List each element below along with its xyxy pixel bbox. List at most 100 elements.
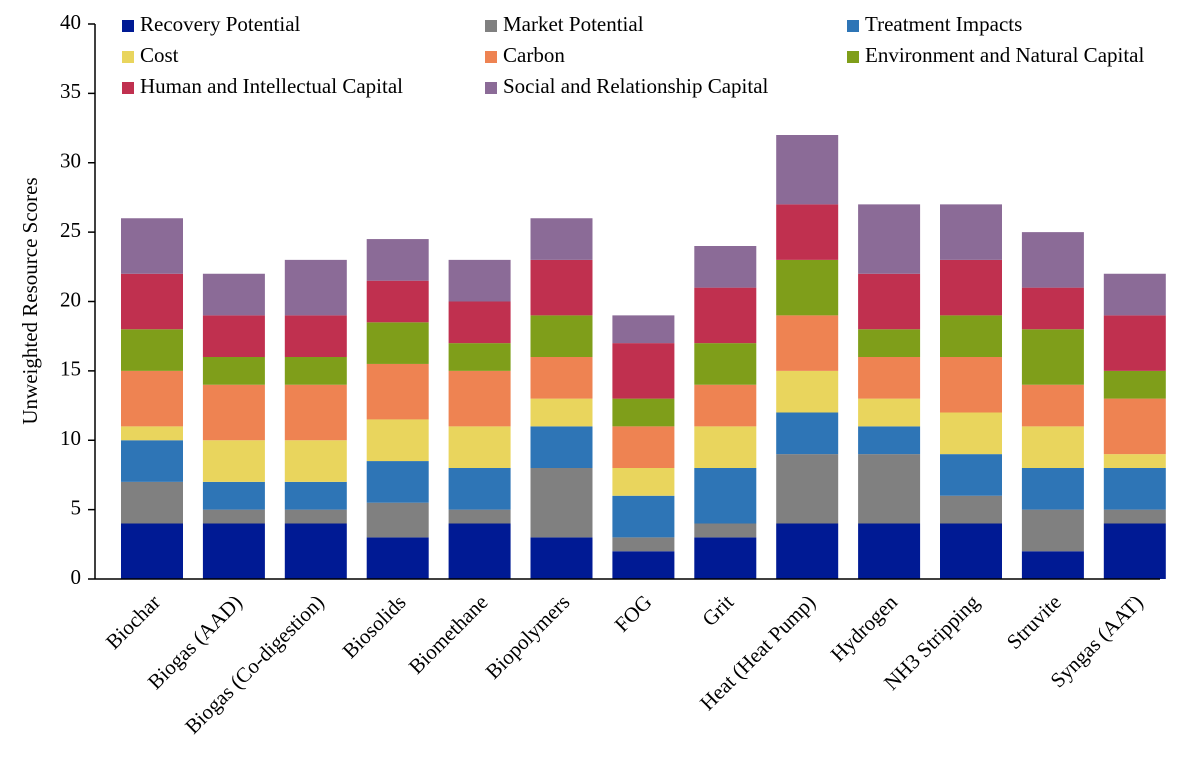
bar-segment — [940, 315, 1002, 357]
bar-segment — [366, 419, 429, 462]
bar-segment — [284, 259, 347, 316]
bar-segment — [1103, 454, 1166, 468]
bar-segment — [121, 370, 183, 427]
bar-segment — [530, 259, 593, 316]
bar-segment — [121, 329, 183, 371]
bar-segment — [1103, 370, 1166, 399]
bar-segment — [776, 523, 839, 579]
bar-segment — [448, 426, 511, 468]
bar-segment — [530, 357, 593, 399]
x-tick-label: Biochar — [101, 590, 165, 654]
bar-segment — [121, 481, 183, 524]
y-tick-label: 10 — [60, 426, 81, 450]
bar-segment — [1103, 523, 1166, 579]
bar-segment — [284, 357, 347, 385]
bar-segment — [1021, 426, 1084, 468]
bar-segment — [121, 273, 183, 330]
bar-segment — [694, 287, 757, 344]
y-tick-label: 30 — [60, 149, 81, 173]
bar-segment — [284, 481, 347, 510]
bar-segment — [858, 273, 921, 330]
bar-segment — [530, 537, 593, 579]
bar-segment — [121, 218, 183, 274]
bar-segment — [612, 495, 675, 538]
bar-segment — [284, 523, 347, 579]
bar-segment — [366, 537, 429, 579]
y-tick-label: 0 — [71, 565, 82, 589]
y-axis-title: Unweighted Resource Scores — [18, 177, 42, 424]
legend-swatch — [485, 20, 497, 32]
legend-label: Recovery Potential — [140, 12, 301, 36]
bar-segment — [530, 218, 593, 260]
bar-segment — [121, 426, 183, 441]
bar-segment — [1021, 287, 1084, 330]
bar-segment — [776, 135, 839, 205]
bar-segment — [448, 301, 511, 344]
bar-segment — [284, 384, 347, 441]
bar-segment — [858, 523, 921, 579]
bar-segment — [858, 454, 921, 524]
legend-label: Human and Intellectual Capital — [140, 74, 403, 98]
bar-segment — [284, 440, 347, 482]
bar-segment — [776, 204, 839, 260]
legend-label: Market Potential — [503, 12, 644, 36]
bar-segment — [612, 537, 675, 552]
bar-segment — [776, 412, 839, 455]
bar-segment — [202, 273, 265, 316]
bar-segment — [858, 329, 921, 357]
bar-segment — [694, 468, 757, 524]
bar-segment — [202, 481, 265, 510]
x-tick-label: Biopolymers — [481, 590, 575, 684]
bar-segment — [284, 315, 347, 357]
y-tick-label: 5 — [71, 495, 82, 519]
legend-swatch — [847, 51, 859, 63]
bar-segment — [1021, 329, 1084, 385]
legend-label: Carbon — [503, 43, 565, 67]
bar-segment — [121, 440, 183, 482]
bar-segment — [940, 454, 1002, 496]
bar-segment — [940, 259, 1002, 316]
bar-segment — [366, 502, 429, 538]
y-tick-label: 25 — [60, 218, 81, 242]
bar-segment — [1103, 398, 1166, 455]
bar-segment — [366, 239, 429, 281]
bar-segment — [202, 509, 265, 524]
bar-segment — [858, 426, 921, 455]
legend-swatch — [485, 51, 497, 63]
bar-segment — [202, 440, 265, 482]
bar-segment — [366, 280, 429, 323]
x-tick-label: Hydrogen — [826, 590, 903, 667]
bar-segment — [940, 412, 1002, 455]
bar-segment — [448, 259, 511, 302]
bar-segment — [940, 204, 1002, 260]
bar-segment — [694, 343, 757, 385]
x-tick-label: Struvite — [1002, 590, 1066, 654]
bar-segment — [694, 537, 757, 579]
bar-segment — [858, 204, 921, 274]
legend-swatch — [122, 82, 134, 94]
bar-segment — [1021, 509, 1084, 552]
bar-segment — [776, 259, 839, 316]
bar-segment — [1103, 315, 1166, 371]
bar-segment — [1021, 232, 1084, 288]
bar-segment — [202, 523, 265, 579]
x-tick-label: FOG — [610, 590, 657, 637]
bar-segment — [1103, 273, 1166, 316]
bar-segment — [612, 315, 675, 344]
y-tick-label: 35 — [60, 79, 81, 103]
bar-segment — [694, 426, 757, 468]
bar-segment — [776, 370, 839, 413]
bar-segment — [448, 370, 511, 427]
bar-segment — [202, 357, 265, 385]
bar-segment — [776, 315, 839, 371]
bar-segment — [530, 315, 593, 357]
bar-segment — [366, 461, 429, 503]
bar-segment — [530, 398, 593, 427]
bar-segment — [202, 315, 265, 357]
bar-segment — [694, 384, 757, 427]
bar-segment — [121, 523, 183, 579]
bar-segment — [940, 495, 1002, 524]
bar-segment — [530, 426, 593, 468]
legend-label: Treatment Impacts — [865, 12, 1022, 36]
bar-segment — [448, 468, 511, 510]
